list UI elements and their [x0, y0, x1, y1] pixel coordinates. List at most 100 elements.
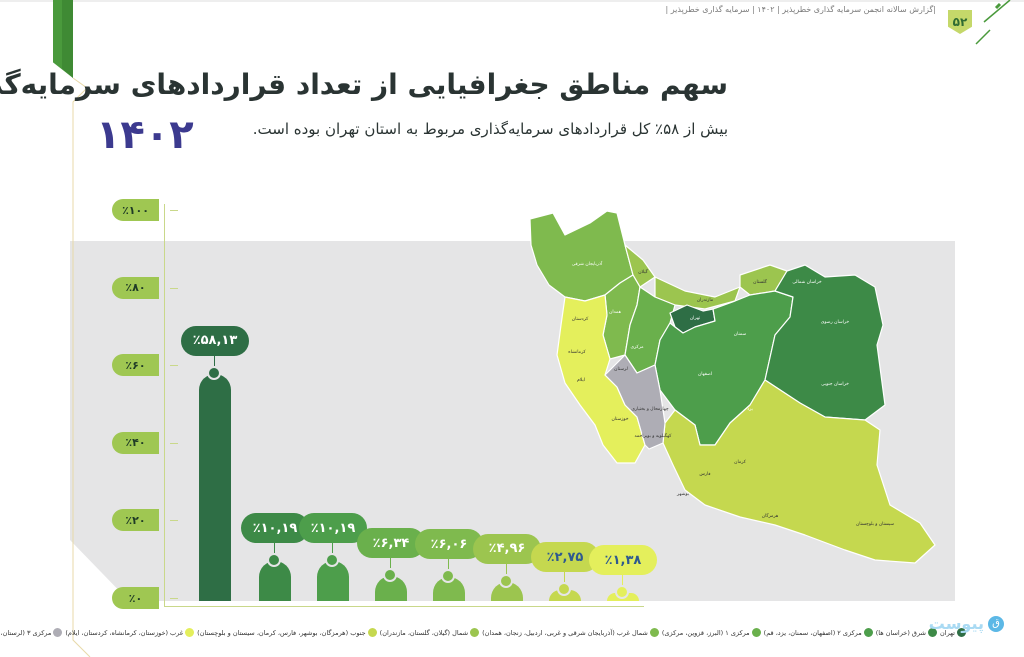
map-label-az-sharghi: آذربایجان شرقی — [572, 261, 603, 267]
bar-stem — [564, 572, 565, 583]
map-label-tehran: تهران — [690, 316, 701, 321]
map-label-ilam: ایلام — [577, 378, 585, 383]
legend-swatch-icon — [470, 628, 480, 637]
legend-item: جنوب (هرمزگان، بوشهر، فارس، کرمان، سیستا… — [197, 628, 377, 637]
bar-stem — [622, 575, 623, 585]
legend-item: مرکزی ۳ (لرستان، چهارمحال بختیاری، کهگیل… — [0, 628, 63, 637]
bar-knob — [207, 365, 221, 380]
y-tick-label: ٪۸۰ — [112, 276, 159, 299]
top-border — [0, 0, 1024, 2]
map-label-mazandaran: مازندران — [697, 298, 714, 303]
y-tick-mark — [170, 365, 178, 367]
chart-legend: تهران شرق (خراسان ها) مرکزی ۲ (اصفهان، سمن… — [0, 628, 966, 637]
iran-region-map: تهران سمنان خراسان شمالی خراسان رضوی خرا… — [529, 210, 936, 564]
legend-label: غرب (خوزستان، کرمانشاه، کردستان، ایلام) — [65, 628, 184, 637]
map-label-sistan: سیستان و بلوچستان — [856, 522, 894, 527]
legend-label: شرق (خراسان ها) — [875, 628, 927, 637]
map-label-kermanshah: کرمانشاه — [568, 349, 586, 355]
map-label-hormozgan: هرمزگان — [762, 512, 779, 519]
legend-item: شمال غرب (آذربایجان شرقی و غربی، اردبیل،… — [482, 628, 659, 637]
map-label-khorasan-r: خراسان رضوی — [821, 320, 849, 325]
bar-knob — [267, 553, 281, 568]
legend-label: شمال (گیلان، گلستان، مازندران) — [379, 628, 469, 637]
bar-knob — [615, 585, 629, 599]
legend-label: تهران — [940, 628, 955, 637]
bar-stem — [448, 559, 449, 570]
y-tick-mark — [170, 598, 178, 599]
legend-item: مرکزی ۱ (البرز، قزوین، مرکزی) — [662, 628, 761, 637]
y-tick-label: ٪۶۰ — [112, 354, 159, 377]
bar-value-label: ٪۲,۷۵ — [531, 542, 599, 573]
bar-1 — [259, 561, 291, 601]
legend-item: تهران — [940, 628, 966, 637]
legend-label: مرکزی ۳ (لرستان، چهارمحال بختیاری، کهگیل… — [0, 628, 52, 637]
y-tick-mark — [170, 442, 178, 444]
bar-0 — [199, 373, 231, 601]
legend-item: شرق (خراسان ها) — [875, 628, 938, 637]
map-region-south — [662, 379, 936, 564]
bar-stem — [214, 355, 215, 366]
subtitle: بیش از ۵۸٪ کل قراردادهای سرمایه‌گذاری مر… — [252, 120, 728, 138]
bar-knob — [325, 553, 339, 568]
map-region-gilan — [624, 244, 656, 288]
map-label-semnan: سمنان — [734, 332, 747, 337]
legend-item: غرب (خوزستان، کرمانشاه، کردستان، ایلام) — [65, 628, 195, 637]
legend-swatch-icon — [185, 628, 195, 637]
bar-stem — [390, 558, 391, 569]
map-label-hamedan: همدان — [609, 310, 622, 315]
y-tick-mark — [170, 520, 178, 522]
bar-value-label: ٪۴,۹۶ — [473, 533, 541, 564]
bar-stem — [274, 543, 275, 554]
legend-swatch-icon — [649, 628, 659, 637]
y-tick-label: ٪۲۰ — [112, 509, 159, 532]
bar-value-label: ٪۶,۳۴ — [357, 528, 425, 559]
map-label-fars: فارس — [699, 472, 710, 477]
y-axis-line — [164, 204, 165, 607]
x-axis-baseline — [164, 606, 644, 607]
legend-label: مرکزی ۱ (البرز، قزوین، مرکزی) — [661, 628, 750, 637]
map-label-kerman: کرمان — [734, 459, 747, 465]
bar-value-label: ٪۵۸,۱۳ — [181, 325, 249, 356]
map-label-isfahan: اصفهان — [698, 372, 712, 377]
bar-stem — [332, 543, 333, 554]
year-label: ۱۴۰۲ — [96, 112, 194, 158]
bar-value-label: ٪۱۰,۱۹ — [241, 513, 309, 544]
legend-item: مرکزی ۲ (اصفهان، سمنان، یزد، قم) — [764, 628, 873, 637]
map-label-kohgiluyeh: کهگیلویه و بویراحمد — [635, 432, 673, 439]
legend-item: شمال (گیلان، گلستان، مازندران) — [379, 628, 480, 637]
y-tick-mark — [170, 287, 178, 289]
map-label-golestan: گلستان — [753, 278, 768, 285]
bar-5 — [491, 581, 523, 601]
map-label-gilan: گیلان — [638, 268, 648, 275]
legend-swatch-icon — [53, 628, 63, 637]
map-label-khuzestan: خوزستان — [611, 417, 628, 422]
watermark-text: پیوست — [928, 614, 984, 633]
legend-label: جنوب (هرمزگان، بوشهر، فارس، کرمان، سیستا… — [197, 628, 366, 637]
bar-knob — [499, 573, 513, 588]
bar-2 — [317, 561, 349, 601]
bar-4 — [433, 577, 465, 601]
y-tick-label: ٪۰ — [112, 587, 159, 609]
watermark-icon: ق — [988, 615, 1004, 632]
map-label-khorasan-n: خراسان شمالی — [792, 280, 821, 285]
report-header: |گزارش سالانه انجمن سرمایه گذاری خطرپذیر… — [665, 5, 936, 14]
bar-value-label: ٪۶,۰۶ — [415, 529, 483, 560]
map-label-khorasan-s: خراسان جنوبی — [821, 382, 849, 387]
y-tick-label: ٪۱۰۰ — [112, 199, 159, 221]
watermark-logo: پیوست ق — [929, 614, 1004, 633]
map-label-markazi: مرکزی — [630, 344, 644, 350]
map-label-kurdistan: کردستان — [572, 316, 589, 322]
bar-knob — [557, 582, 571, 597]
legend-swatch-icon — [863, 628, 873, 637]
legend-swatch-icon — [751, 628, 761, 637]
bar-knob — [441, 569, 455, 584]
bar-value-label: ٪۱۰,۱۹ — [299, 513, 367, 544]
map-region-east — [764, 264, 886, 421]
bar-stem — [506, 563, 507, 574]
bar-knob — [383, 568, 397, 583]
legend-swatch-icon — [928, 628, 938, 637]
map-label-chaharmahal: چهارمحال و بختیاری — [631, 407, 669, 412]
y-tick-mark — [170, 210, 178, 211]
map-label-yazd: یزد — [747, 407, 753, 412]
map-label-lorestan: لرستان — [614, 367, 628, 372]
